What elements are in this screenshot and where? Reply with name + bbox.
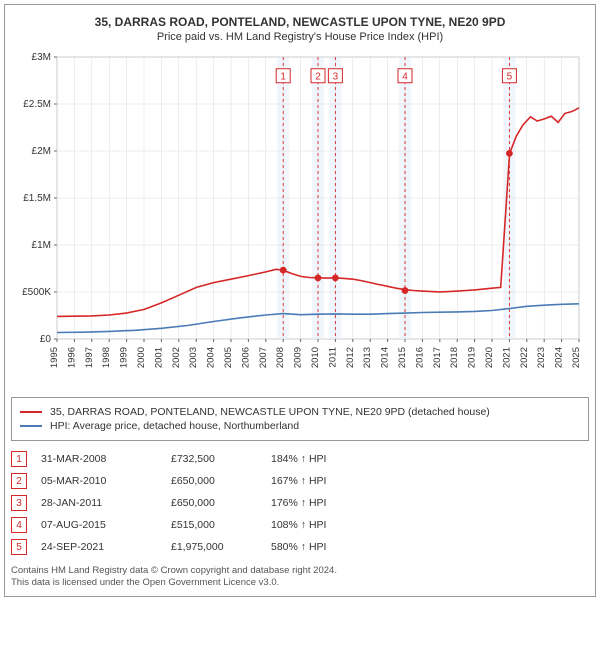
svg-text:2003: 2003 [188, 347, 199, 368]
svg-text:2013: 2013 [362, 347, 373, 368]
footer: Contains HM Land Registry data © Crown c… [11, 565, 589, 590]
sale-date: 07-AUG-2015 [41, 519, 171, 531]
svg-text:2024: 2024 [554, 347, 565, 368]
svg-text:1995: 1995 [49, 347, 60, 368]
svg-text:£1.5M: £1.5M [23, 193, 51, 204]
sale-date: 28-JAN-2011 [41, 497, 171, 509]
svg-text:2012: 2012 [345, 347, 356, 368]
sale-row: 4 07-AUG-2015£515,000108% ↑ HPI [11, 517, 589, 533]
title-line1: 35, DARRAS ROAD, PONTELAND, NEWCASTLE UP… [11, 15, 589, 29]
footer-line2: This data is licensed under the Open Gov… [11, 577, 589, 589]
sale-pct: 108% ↑ HPI [271, 519, 589, 531]
sale-row: 5 24-SEP-2021£1,975,000580% ↑ HPI [11, 539, 589, 555]
svg-text:2008: 2008 [275, 347, 286, 368]
sale-date: 24-SEP-2021 [41, 541, 171, 553]
sale-price: £1,975,000 [171, 541, 271, 553]
svg-text:5: 5 [507, 72, 513, 83]
sale-price: £650,000 [171, 497, 271, 509]
legend-label-property: 35, DARRAS ROAD, PONTELAND, NEWCASTLE UP… [50, 406, 490, 418]
svg-text:2019: 2019 [467, 347, 478, 368]
svg-text:2018: 2018 [449, 347, 460, 368]
svg-text:2002: 2002 [171, 347, 182, 368]
svg-text:2004: 2004 [206, 347, 217, 368]
svg-text:2007: 2007 [258, 347, 269, 368]
svg-text:2025: 2025 [571, 347, 582, 368]
sale-date: 05-MAR-2010 [41, 475, 171, 487]
legend-swatch-hpi [20, 425, 42, 427]
svg-text:2000: 2000 [136, 347, 147, 368]
sale-marker: 3 [11, 495, 27, 511]
sale-price: £515,000 [171, 519, 271, 531]
svg-text:1999: 1999 [119, 347, 130, 368]
sale-row: 1 31-MAR-2008£732,500184% ↑ HPI [11, 451, 589, 467]
legend-row-hpi: HPI: Average price, detached house, Nort… [20, 420, 580, 432]
svg-text:2010: 2010 [310, 347, 321, 368]
svg-text:£0: £0 [40, 334, 52, 345]
footer-line1: Contains HM Land Registry data © Crown c… [11, 565, 589, 577]
svg-text:3: 3 [333, 72, 339, 83]
sale-row: 3 28-JAN-2011£650,000176% ↑ HPI [11, 495, 589, 511]
legend-row-property: 35, DARRAS ROAD, PONTELAND, NEWCASTLE UP… [20, 406, 580, 418]
svg-text:£500K: £500K [22, 287, 51, 298]
svg-text:£2M: £2M [32, 146, 51, 157]
sale-price: £732,500 [171, 453, 271, 465]
sale-row: 2 05-MAR-2010£650,000167% ↑ HPI [11, 473, 589, 489]
sale-date: 31-MAR-2008 [41, 453, 171, 465]
svg-text:2017: 2017 [432, 347, 443, 368]
chart-container: 35, DARRAS ROAD, PONTELAND, NEWCASTLE UP… [4, 4, 596, 597]
svg-text:£3M: £3M [32, 52, 51, 63]
svg-text:2020: 2020 [484, 347, 495, 368]
svg-text:2016: 2016 [414, 347, 425, 368]
svg-text:2022: 2022 [519, 347, 530, 368]
svg-text:2005: 2005 [223, 347, 234, 368]
sale-pct: 184% ↑ HPI [271, 453, 589, 465]
svg-text:£1M: £1M [32, 240, 51, 251]
sale-marker: 1 [11, 451, 27, 467]
svg-text:2006: 2006 [240, 347, 251, 368]
svg-text:2015: 2015 [397, 347, 408, 368]
sale-pct: 580% ↑ HPI [271, 541, 589, 553]
sale-marker: 5 [11, 539, 27, 555]
legend-label-hpi: HPI: Average price, detached house, Nort… [50, 420, 299, 432]
svg-text:2014: 2014 [380, 347, 391, 368]
sale-price: £650,000 [171, 475, 271, 487]
sale-pct: 176% ↑ HPI [271, 497, 589, 509]
sale-pct: 167% ↑ HPI [271, 475, 589, 487]
sales-list: 1 31-MAR-2008£732,500184% ↑ HPI 2 05-MAR-20… [11, 451, 589, 555]
svg-text:2021: 2021 [501, 347, 512, 368]
svg-text:1996: 1996 [66, 347, 77, 368]
svg-text:2011: 2011 [327, 347, 338, 367]
chart-svg: £0 £500K £1M £1.5M £2M £2.5M £3M 1995 1996 1997 19… [11, 49, 587, 389]
svg-text:£2.5M: £2.5M [23, 99, 51, 110]
sale-marker: 4 [11, 517, 27, 533]
svg-text:2009: 2009 [293, 347, 304, 368]
svg-text:1997: 1997 [84, 347, 95, 368]
svg-text:4: 4 [402, 72, 408, 83]
svg-text:2: 2 [315, 72, 321, 83]
legend: 35, DARRAS ROAD, PONTELAND, NEWCASTLE UP… [11, 397, 589, 441]
svg-text:2023: 2023 [536, 347, 547, 368]
title-line2: Price paid vs. HM Land Registry's House … [11, 31, 589, 43]
legend-swatch-property [20, 411, 42, 413]
chart: £0 £500K £1M £1.5M £2M £2.5M £3M 1995 1996 1997 19… [11, 49, 589, 389]
svg-text:2001: 2001 [153, 347, 164, 368]
svg-text:1: 1 [280, 72, 286, 83]
sale-marker: 2 [11, 473, 27, 489]
svg-text:1998: 1998 [101, 347, 112, 368]
